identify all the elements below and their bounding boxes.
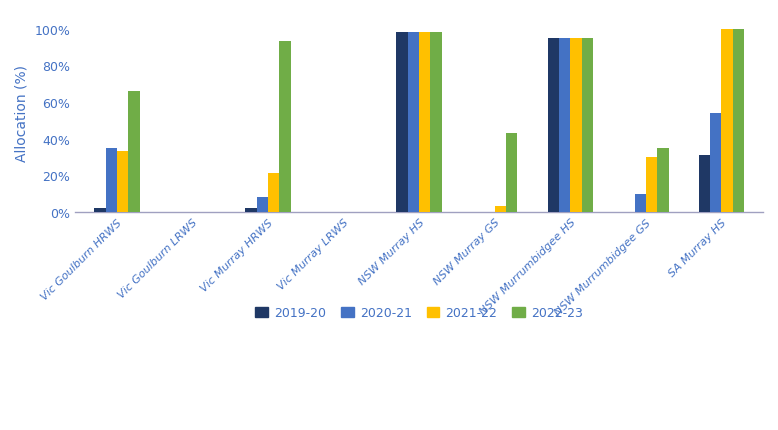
Bar xyxy=(257,198,268,212)
Bar xyxy=(646,157,657,212)
Legend: 2019-20, 2020-21, 2021-22, 2022-23: 2019-20, 2020-21, 2021-22, 2022-23 xyxy=(251,301,588,325)
Bar xyxy=(397,33,408,212)
Bar xyxy=(128,92,139,212)
Bar xyxy=(419,33,430,212)
Bar xyxy=(635,194,646,212)
Bar xyxy=(559,39,570,212)
Bar xyxy=(570,39,582,212)
Bar xyxy=(699,156,710,212)
Bar xyxy=(94,209,106,212)
Bar xyxy=(710,114,721,212)
Bar xyxy=(548,39,559,212)
Bar xyxy=(408,33,419,212)
Bar xyxy=(430,33,442,212)
Bar xyxy=(721,30,733,212)
Bar xyxy=(657,148,668,212)
Y-axis label: Allocation (%): Allocation (%) xyxy=(15,65,29,162)
Bar xyxy=(106,148,117,212)
Bar xyxy=(506,134,517,212)
Bar xyxy=(268,174,279,212)
Bar xyxy=(117,152,128,212)
Bar xyxy=(733,30,744,212)
Bar xyxy=(582,39,593,212)
Bar xyxy=(279,43,291,212)
Bar xyxy=(495,207,506,212)
Bar xyxy=(245,209,257,212)
